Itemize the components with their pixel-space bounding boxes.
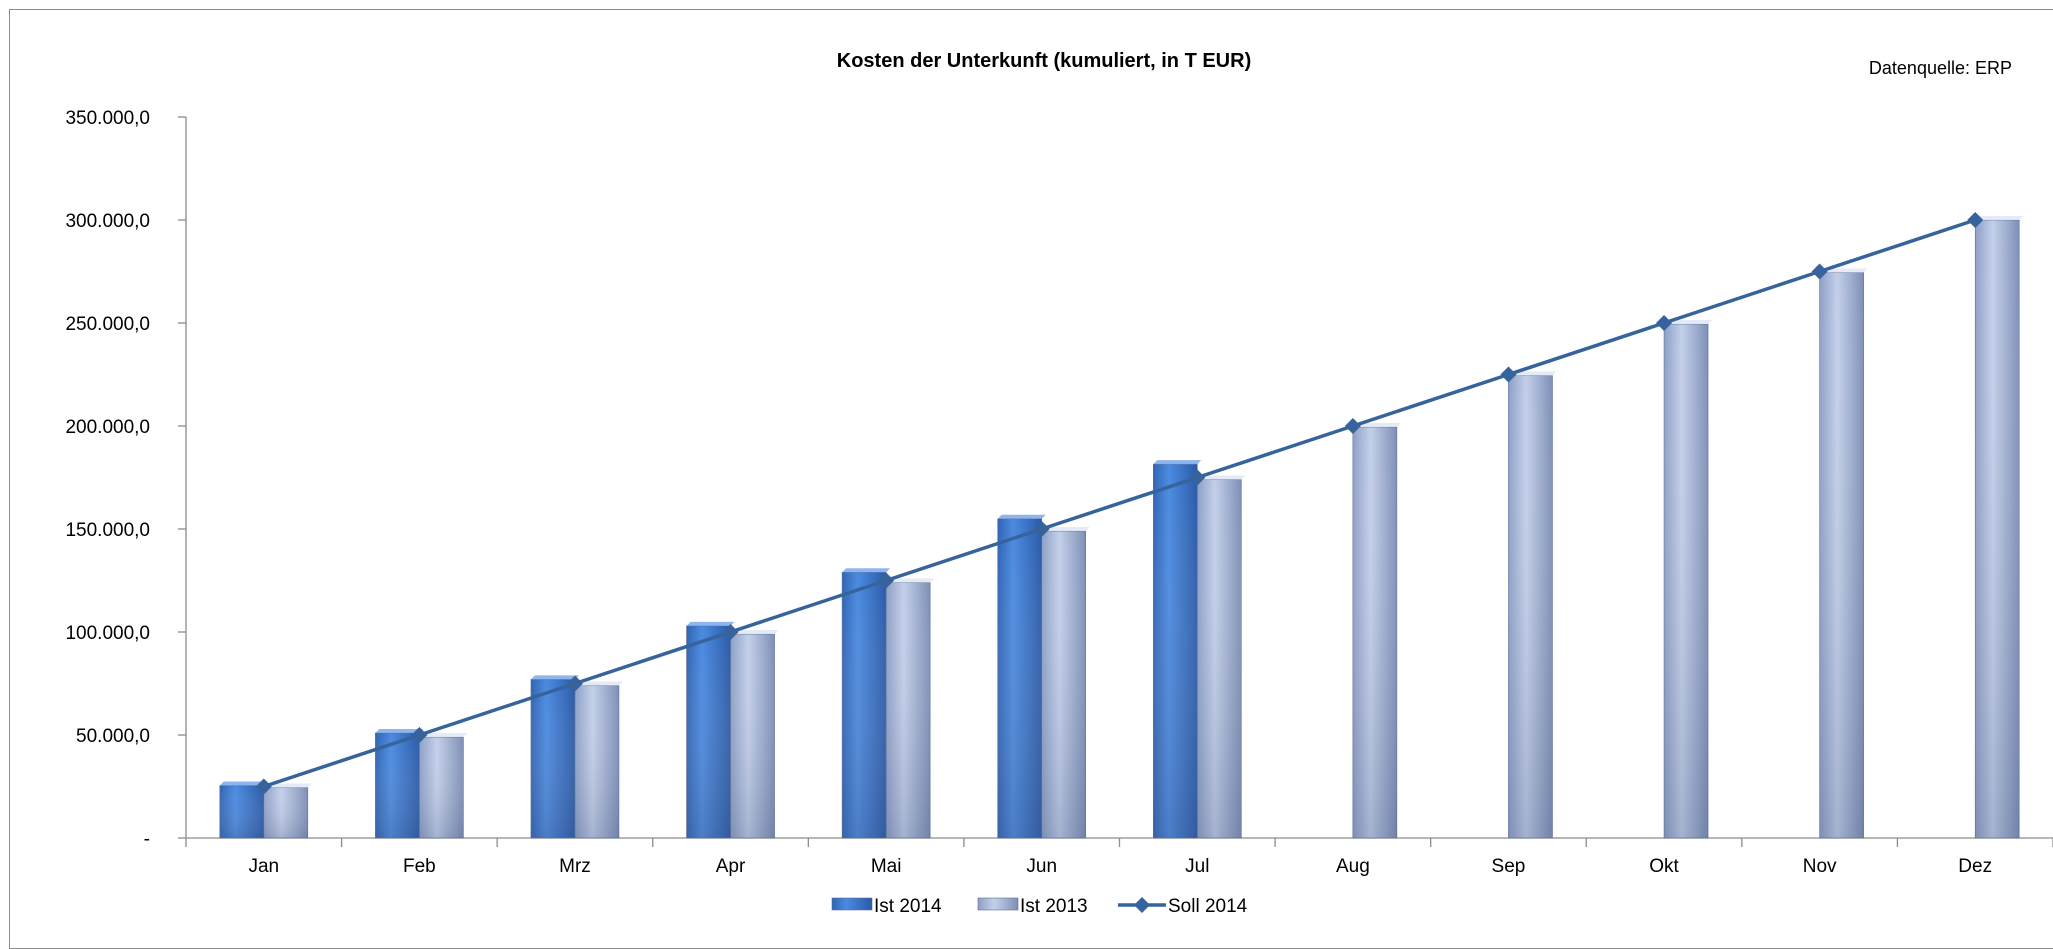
bar-ist-2013	[730, 630, 779, 839]
x-tick-label: Jan	[248, 856, 279, 877]
x-tick-label: Feb	[403, 856, 436, 877]
soll-2014-point	[878, 572, 895, 589]
y-tick-label: 50.000,0	[76, 726, 150, 747]
legend-swatch-marker	[1134, 897, 1150, 913]
legend-item: Ist 2014	[831, 896, 942, 917]
x-tick-label: Okt	[1649, 856, 1679, 877]
y-tick-label: 150.000,0	[65, 520, 150, 541]
legend-item: Ist 2013	[977, 896, 1088, 917]
bar-ist-2013	[263, 783, 312, 839]
x-tick-label: Dez	[1958, 856, 1992, 877]
soll-2014-point	[1811, 263, 1828, 280]
x-tick-label: Mai	[871, 856, 902, 877]
legend-swatch	[977, 897, 1019, 911]
x-tick-label: Aug	[1336, 856, 1370, 877]
soll-2014-line	[263, 218, 1976, 789]
soll-2014-point	[255, 778, 272, 795]
soll-2014-point	[1344, 418, 1361, 434]
y-tick-label: 250.000,0	[65, 314, 150, 335]
data-source-note: Datenquelle: ERP	[1869, 58, 2012, 78]
soll-2014-point	[1189, 469, 1206, 486]
bar-ist-2013	[885, 578, 935, 839]
x-tick-label: Sep	[1492, 856, 1526, 877]
bar-ist-2013	[1508, 371, 1557, 839]
x-tick-label: Jun	[1026, 856, 1057, 877]
soll-2014-point	[1033, 521, 1050, 537]
y-tick-label: 350.000,0	[65, 108, 150, 129]
legend-item: Soll 2014	[1118, 896, 1248, 917]
bar-ist-2014	[530, 675, 579, 839]
chart-title: Kosten der Unterkunft (kumuliert, in T E…	[837, 50, 1251, 72]
bar-ist-2014	[841, 568, 891, 839]
y-tick-label: -	[144, 829, 150, 850]
x-tick-label: Nov	[1803, 856, 1837, 877]
legend: Ist 2014 Ist 2013 Soll 2014	[831, 896, 1248, 917]
y-tick-label: 100.000,0	[65, 623, 150, 644]
y-tick-label: 200.000,0	[65, 417, 150, 438]
bar-ist-2013	[1663, 320, 1713, 839]
bar-ist-2014	[686, 621, 735, 839]
legend-label: Ist 2013	[1020, 896, 1088, 917]
legend-swatch	[831, 897, 873, 911]
legend-label: Ist 2014	[874, 896, 942, 917]
legend-label: Soll 2014	[1168, 896, 1248, 917]
y-axis: - 50.000,0 100.000,0 150.000,0 200.000,0 250.…	[65, 108, 187, 850]
bar-ist-2014	[1152, 460, 1202, 839]
series-ist-2013	[263, 216, 2024, 839]
bar-ist-2013	[1196, 475, 1246, 839]
x-axis: Jan Feb Mrz Apr Mai Jun Jul Aug Sep Okt Nov Dez	[185, 837, 2053, 877]
x-tick-label: Mrz	[559, 856, 591, 877]
soll-2014-point	[1500, 366, 1517, 383]
bar-ist-2013	[574, 681, 623, 839]
x-tick-label: Jul	[1185, 856, 1209, 877]
bar-ist-2013	[419, 733, 468, 839]
y-tick-label: 300.000,0	[65, 211, 150, 232]
series-soll-2014	[255, 212, 1984, 795]
soll-2014-point	[722, 624, 739, 640]
soll-2014-point	[411, 727, 428, 743]
bar-ist-2013	[1041, 527, 1090, 839]
series-ist-2014	[219, 460, 1202, 839]
bar-ist-2013	[1352, 423, 1401, 839]
bar-ist-2013	[1974, 216, 2024, 839]
soll-2014-point	[1656, 315, 1673, 331]
bar-ist-2013	[1819, 268, 1868, 839]
bar-ist-2014	[997, 514, 1046, 839]
soll-2014-point	[1967, 212, 1984, 228]
x-tick-label: Apr	[716, 856, 746, 877]
bar-ist-2014	[375, 728, 424, 839]
soll-2014-point	[566, 675, 583, 692]
bar-ist-2014	[219, 781, 268, 839]
